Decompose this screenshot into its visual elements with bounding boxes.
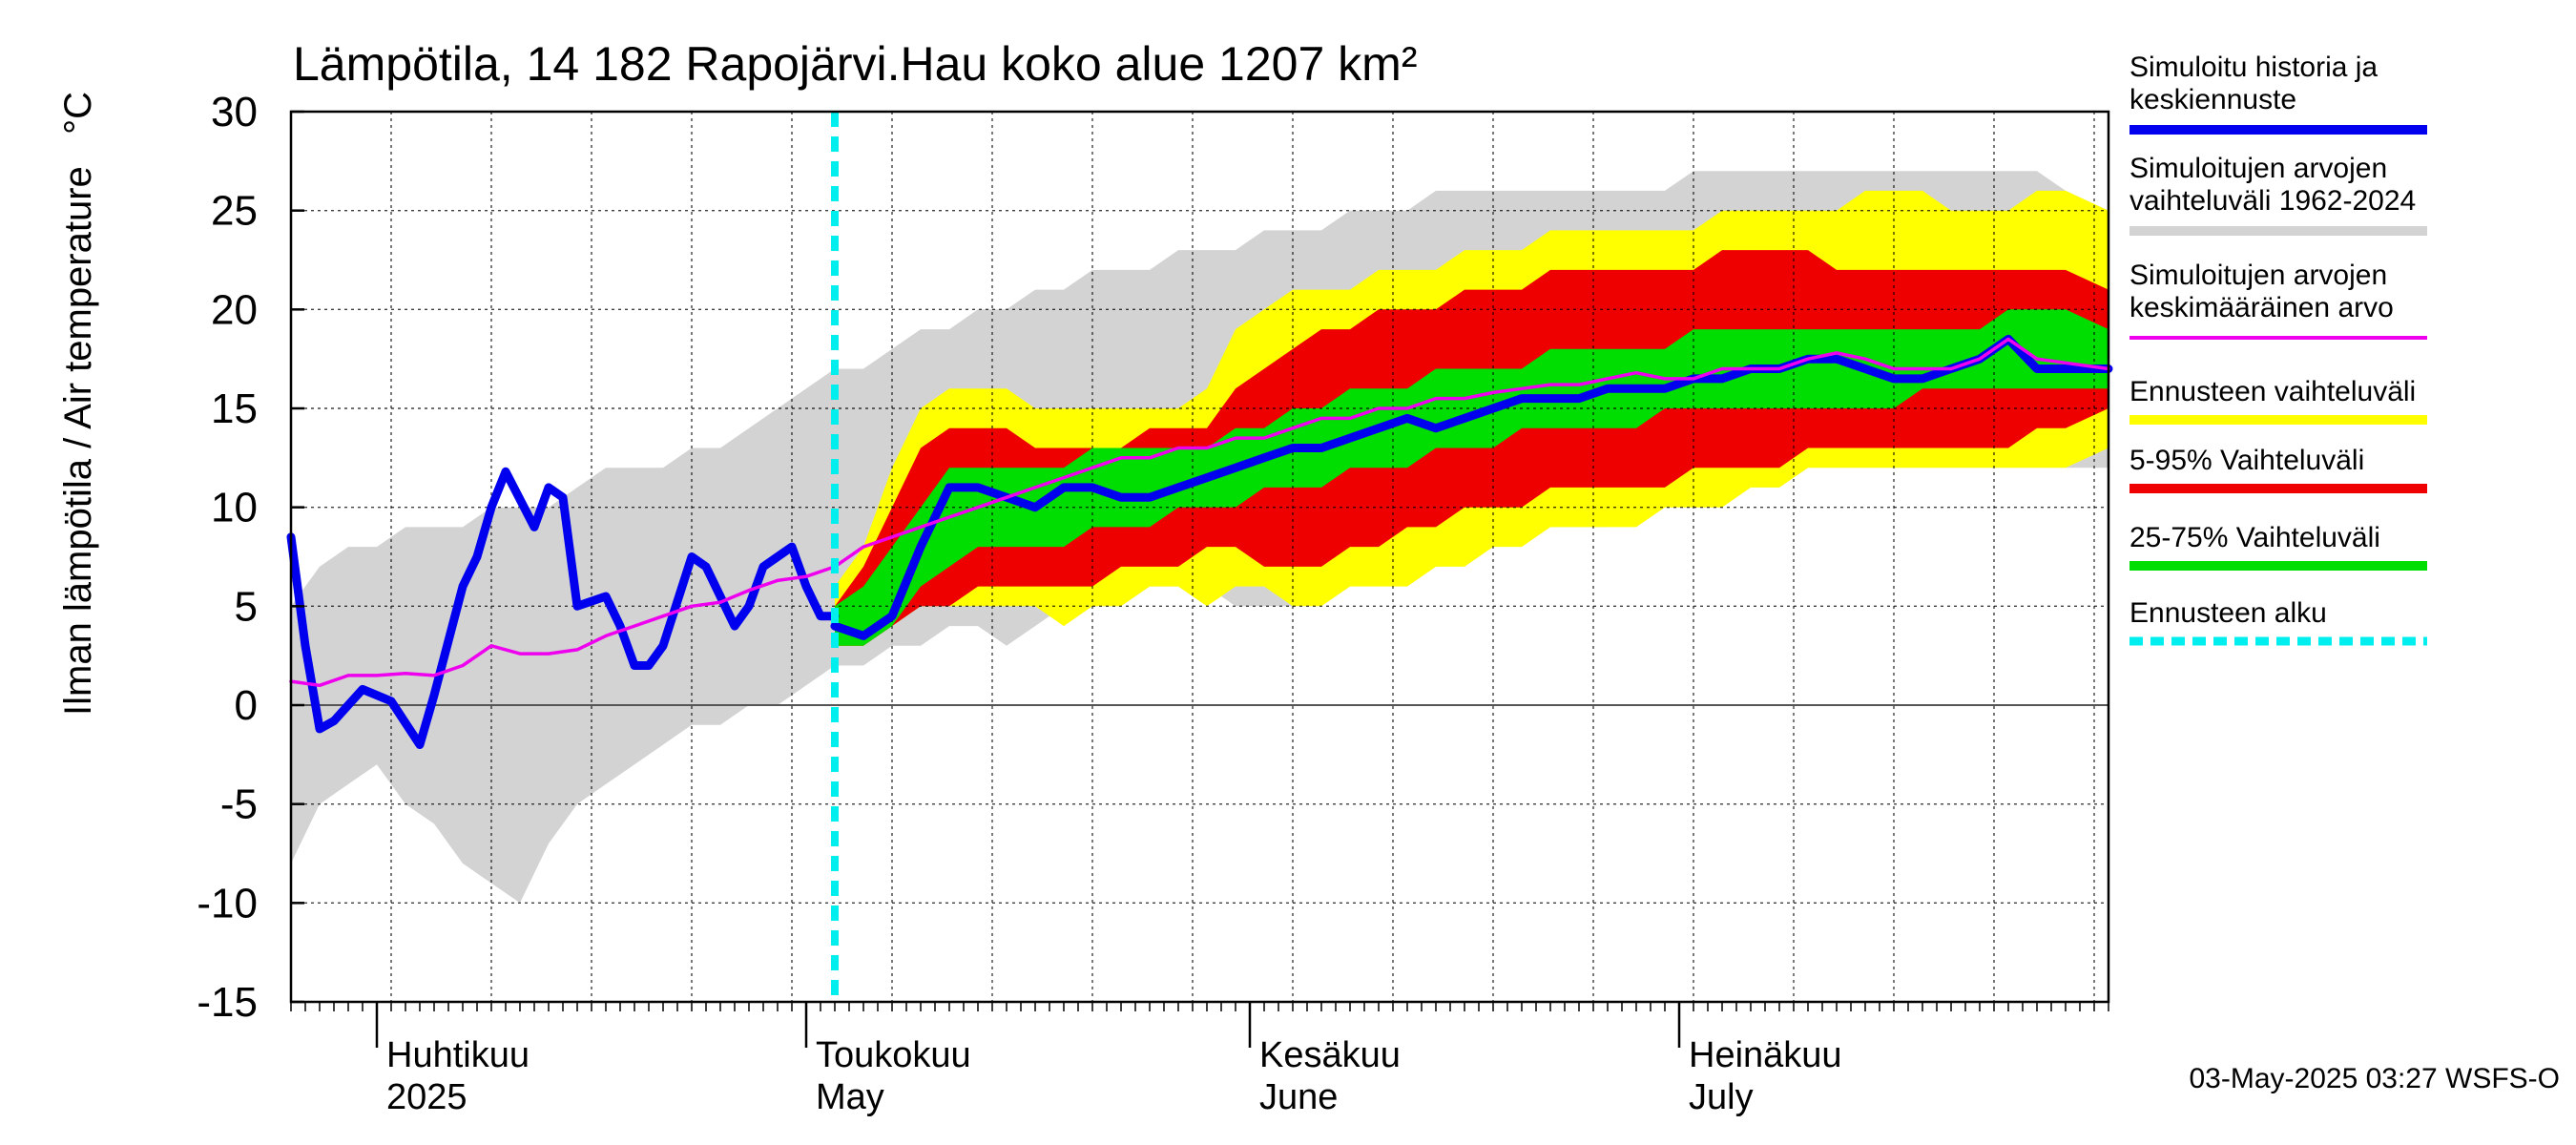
y-tick-label: -5 <box>220 781 258 828</box>
y-tick-label: 25 <box>211 188 258 235</box>
x-month-label: Toukokuu <box>816 1035 971 1075</box>
y-tick-label: 5 <box>235 583 258 630</box>
y-tick-label: 15 <box>211 385 258 432</box>
x-month-sublabel: June <box>1259 1077 1338 1117</box>
legend-sublabel: keskiennuste <box>2129 84 2296 115</box>
x-month-sublabel: 2025 <box>386 1077 467 1117</box>
legend-label: 25-75% Vaihteluväli <box>2129 522 2380 553</box>
legend-label: Ennusteen alku <box>2129 597 2327 629</box>
axes-layer: -15-10-5051015202530Huhtikuu2025Toukokuu… <box>197 89 2110 1117</box>
x-month-sublabel: July <box>1689 1077 1754 1117</box>
legend-label: Ennusteen vaihteluväli <box>2129 376 2416 407</box>
y-axis-title: Ilman lämpötila / Air temperature °C <box>57 92 99 716</box>
lines-layer <box>286 112 2113 1002</box>
x-month-sublabel: May <box>816 1077 884 1117</box>
y-tick-label: 10 <box>211 485 258 531</box>
y-tick-label: -10 <box>197 880 258 926</box>
legend-label: 5-95% Vaihteluväli <box>2129 445 2364 476</box>
chart-title: Lämpötila, 14 182 Rapojärvi.Hau koko alu… <box>293 37 1417 91</box>
forecast-median-line <box>830 334 2113 640</box>
y-tick-label: 0 <box>235 682 258 729</box>
y-tick-label: 20 <box>211 286 258 333</box>
legend-label: Simuloitujen arvojen <box>2129 260 2387 291</box>
history-line <box>286 467 840 749</box>
mean-line <box>289 337 2110 688</box>
x-month-label: Huhtikuu <box>386 1035 530 1075</box>
x-month-label: Heinäkuu <box>1689 1035 1842 1075</box>
y-tick-label: -15 <box>197 979 258 1026</box>
timestamp-label: 03-May-2025 03:27 WSFS-O <box>2190 1063 2561 1094</box>
y-tick-label: 30 <box>211 89 258 135</box>
p25-75-band <box>835 309 2109 646</box>
legend-label: Simuloitujen arvojen <box>2129 153 2387 184</box>
bands-layer <box>291 171 2109 904</box>
legend-sublabel: vaihteluväli 1962-2024 <box>2129 185 2416 217</box>
legend-label: Simuloitu historia ja <box>2129 52 2378 83</box>
plot-frame <box>289 110 2110 1004</box>
grid-layer <box>291 111 2109 1003</box>
x-month-label: Kesäkuu <box>1259 1035 1401 1075</box>
legend-sublabel: keskimääräinen arvo <box>2129 292 2394 323</box>
